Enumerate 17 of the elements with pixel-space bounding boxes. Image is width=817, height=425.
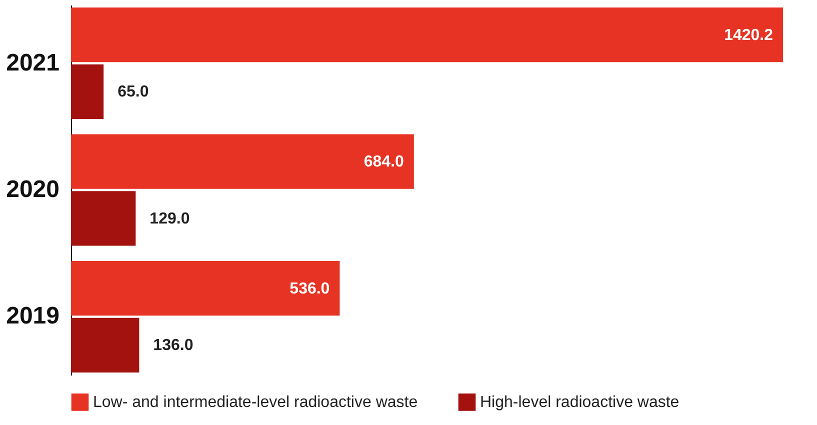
y-tick-label: 2019 — [6, 302, 60, 330]
bar — [71, 134, 414, 189]
y-tick-label: 2020 — [6, 176, 60, 203]
bar — [71, 260, 340, 316]
data-label: 536.0 — [290, 280, 330, 298]
bar — [71, 64, 104, 120]
data-label: 1420.2 — [724, 26, 774, 44]
data-label: 65.0 — [118, 84, 149, 101]
y-tick-label: 2021 — [6, 49, 60, 76]
bar — [71, 318, 140, 372]
legend-label: High-level radioactive waste — [480, 394, 680, 412]
data-label: 136.0 — [153, 337, 194, 354]
data-label: 129.0 — [150, 210, 190, 228]
bar — [71, 191, 136, 246]
bar — [71, 8, 783, 62]
data-label: 684.0 — [364, 154, 404, 171]
legend-label: Low- and intermediate-level radioactive waste — [93, 394, 418, 412]
